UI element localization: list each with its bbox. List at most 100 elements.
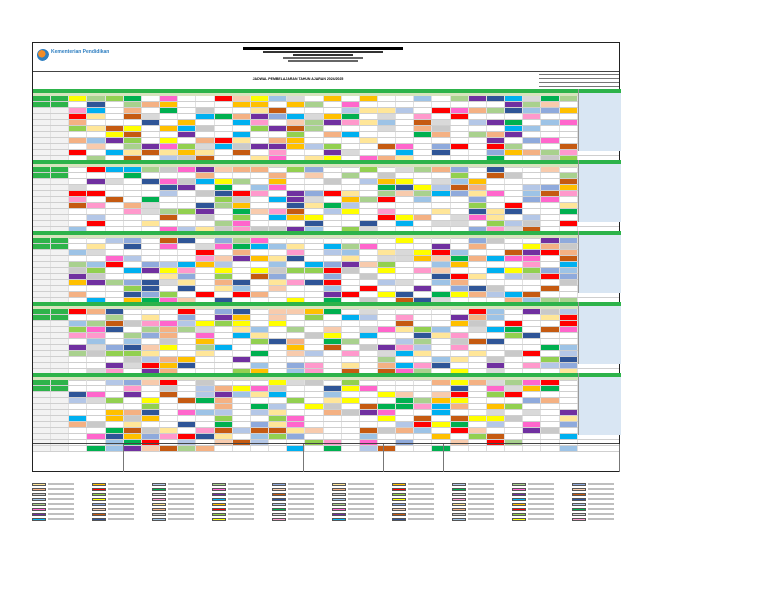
timetable-cell xyxy=(396,333,415,338)
timetable-cell xyxy=(505,215,524,220)
timetable-cell xyxy=(87,108,106,113)
timetable-cell xyxy=(232,321,251,326)
timetable-cell xyxy=(33,126,52,131)
timetable-cell xyxy=(468,238,487,243)
timetable-cell xyxy=(33,422,52,427)
timetable-cell xyxy=(69,126,88,131)
timetable-cell xyxy=(160,357,179,362)
timetable-cell xyxy=(105,179,124,184)
legend-item xyxy=(212,492,254,496)
timetable-cell xyxy=(87,380,106,385)
timetable-cell xyxy=(360,268,378,273)
timetable-cell xyxy=(432,386,451,391)
timetable-cell xyxy=(450,179,469,184)
timetable-cell xyxy=(214,428,233,433)
timetable-cell xyxy=(414,173,433,178)
timetable-cell xyxy=(342,446,360,451)
timetable-cell xyxy=(559,179,578,184)
timetable-cell xyxy=(523,250,542,255)
timetable-cell xyxy=(123,333,142,338)
timetable-cell xyxy=(342,345,360,350)
timetable-cell xyxy=(523,144,542,149)
timetable-cell xyxy=(414,244,433,249)
timetable-cell xyxy=(69,410,88,415)
timetable-cell xyxy=(324,369,342,374)
timetable-cell xyxy=(214,268,233,273)
legend-item xyxy=(32,497,74,501)
timetable-cell xyxy=(178,398,197,403)
timetable-cell xyxy=(414,209,433,214)
timetable-cell xyxy=(196,369,215,374)
timetable-cell xyxy=(287,363,306,368)
timetable-cell xyxy=(360,416,378,421)
timetable-cell xyxy=(142,215,161,220)
timetable-cell xyxy=(105,345,124,350)
timetable-cell xyxy=(287,138,306,143)
day-block xyxy=(33,302,621,381)
timetable-cell xyxy=(450,221,469,226)
timetable-cell xyxy=(324,422,342,427)
timetable-cell xyxy=(323,244,342,249)
timetable-cell xyxy=(215,292,233,297)
table-row xyxy=(33,404,619,410)
timetable-cell xyxy=(560,292,578,297)
timetable-cell xyxy=(287,292,306,297)
timetable-cell xyxy=(560,126,578,131)
timetable-cell xyxy=(33,351,52,356)
timetable-cell xyxy=(250,144,270,149)
timetable-cell xyxy=(232,120,251,125)
timetable-cell xyxy=(541,138,560,143)
timetable-cell xyxy=(196,108,215,113)
timetable-cell xyxy=(359,108,378,113)
timetable-cell xyxy=(414,351,433,356)
timetable-cell xyxy=(51,256,70,261)
table-row xyxy=(33,96,619,102)
timetable-cell xyxy=(396,191,415,196)
timetable-cell xyxy=(196,280,215,285)
timetable-cell xyxy=(377,280,397,285)
timetable-cell xyxy=(269,244,288,249)
timetable-cell xyxy=(468,209,487,214)
timetable-cell xyxy=(250,369,270,374)
timetable-cell xyxy=(396,274,415,279)
timetable-cell xyxy=(69,286,88,291)
timetable-cell xyxy=(396,363,415,368)
timetable-cell xyxy=(451,309,469,314)
legend-item xyxy=(212,517,254,521)
timetable-cell xyxy=(33,268,52,273)
timetable-cell xyxy=(432,108,451,113)
timetable-cell xyxy=(305,144,324,149)
timetable-cell xyxy=(178,339,197,344)
timetable-cell xyxy=(51,156,70,161)
timetable-cell xyxy=(451,446,469,451)
timetable-cell xyxy=(377,120,397,125)
timetable-cell xyxy=(432,173,451,178)
timetable-cell xyxy=(287,315,306,320)
timetable-cell xyxy=(305,262,324,267)
timetable-cell xyxy=(505,363,524,368)
timetable-cell xyxy=(541,345,560,350)
timetable-cell xyxy=(69,446,88,451)
timetable-cell xyxy=(341,268,360,273)
timetable-cell xyxy=(469,404,487,409)
timetable-cell xyxy=(342,422,360,427)
timetable-cell xyxy=(396,315,415,320)
timetable-cell xyxy=(342,96,360,101)
timetable-cell xyxy=(269,404,288,409)
timetable-cell xyxy=(106,386,124,391)
timetable-cell xyxy=(250,363,270,368)
timetable-cell xyxy=(51,315,70,320)
timetable-cell xyxy=(541,422,560,427)
timetable-cell xyxy=(505,120,524,125)
timetable-cell xyxy=(377,351,397,356)
timetable-cell xyxy=(377,369,397,374)
timetable-cell xyxy=(450,144,469,149)
timetable-cell xyxy=(123,440,142,445)
timetable-cell xyxy=(214,203,233,208)
timetable-cell xyxy=(232,333,251,338)
timetable-cell xyxy=(450,357,469,362)
timetable-cell xyxy=(124,179,142,184)
timetable-cell xyxy=(396,392,415,397)
timetable-cell xyxy=(269,138,288,143)
timetable-cell xyxy=(233,410,251,415)
